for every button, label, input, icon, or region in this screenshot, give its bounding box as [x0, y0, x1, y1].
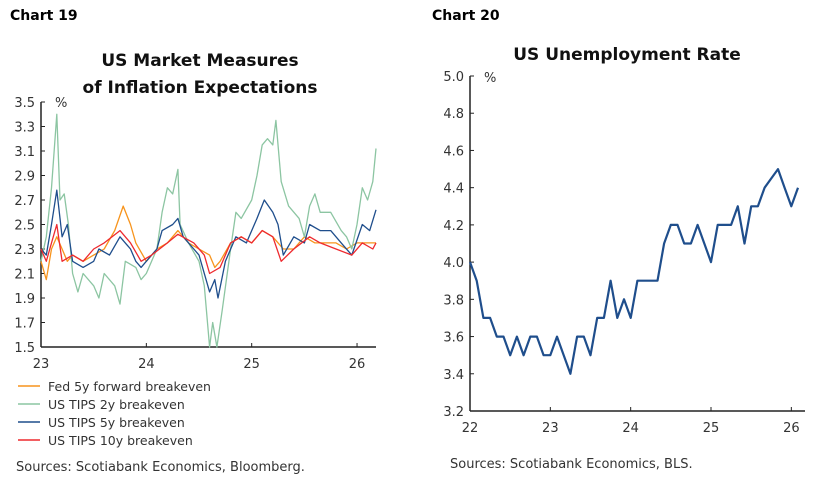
y-tick-label: 2.5 — [14, 219, 35, 234]
series-line-us-tips-5y-breakeven — [40, 189, 377, 299]
legend-label: Fed 5y forward breakeven — [48, 379, 211, 394]
y-tick-label: 2.7 — [14, 194, 35, 209]
y-tick-label: 3.5 — [14, 96, 35, 111]
y-tick-label: 3.2 — [443, 405, 464, 420]
x-tick-label: 22 — [462, 421, 479, 436]
y-tick-label: 3.1 — [14, 145, 35, 160]
x-tick-label: 26 — [349, 357, 366, 372]
legend-label: US TIPS 10y breakeven — [48, 433, 193, 448]
x-tick-label: 23 — [542, 421, 559, 436]
chart-20-unit: % — [484, 71, 496, 86]
x-tick-label: 24 — [138, 357, 155, 372]
y-tick-label: 2.9 — [14, 170, 35, 185]
y-tick-label: 4.8 — [443, 107, 464, 122]
x-tick-label: 25 — [703, 421, 720, 436]
y-tick-label: 3.8 — [443, 293, 464, 308]
chart-19-unit: % — [55, 96, 67, 111]
chart-20-label: Chart 20 — [432, 8, 500, 24]
series-line-us-unemployment-rate — [468, 168, 800, 375]
y-tick-label: 3.3 — [14, 121, 35, 136]
chart-19-title-line1: US Market Measures — [101, 51, 298, 71]
y-tick-label: 1.5 — [14, 341, 35, 356]
y-tick-label: 4.6 — [443, 144, 464, 159]
series-line-us-tips-10y-breakeven — [40, 223, 377, 275]
chart-19-source: Sources: Scotiabank Economics, Bloomberg… — [16, 460, 305, 475]
chart-20-source: Sources: Scotiabank Economics, BLS. — [450, 457, 693, 472]
y-tick-label: 5.0 — [443, 70, 464, 85]
y-tick-label: 4.0 — [443, 256, 464, 271]
x-tick-label: 23 — [33, 357, 50, 372]
y-tick-label: 2.1 — [14, 268, 35, 283]
chart-20-title: US Unemployment Rate — [513, 45, 740, 65]
x-tick-label: 24 — [622, 421, 639, 436]
legend-label: US TIPS 2y breakeven — [48, 397, 185, 412]
chart-19-title-line2: of Inflation Expectations — [83, 78, 318, 98]
chart-19-label: Chart 19 — [10, 8, 78, 24]
y-tick-label: 4.2 — [443, 219, 464, 234]
y-tick-label: 1.9 — [14, 292, 35, 307]
y-tick-label: 4.4 — [443, 182, 464, 197]
series-line-us-tips-2y-breakeven — [40, 113, 377, 348]
y-tick-label: 3.4 — [443, 368, 464, 383]
y-tick-label: 3.6 — [443, 331, 464, 346]
legend-label: US TIPS 5y breakeven — [48, 415, 185, 430]
x-tick-label: 25 — [243, 357, 260, 372]
y-tick-label: 1.7 — [14, 317, 35, 332]
y-tick-label: 2.3 — [14, 243, 35, 258]
x-tick-label: 26 — [783, 421, 800, 436]
